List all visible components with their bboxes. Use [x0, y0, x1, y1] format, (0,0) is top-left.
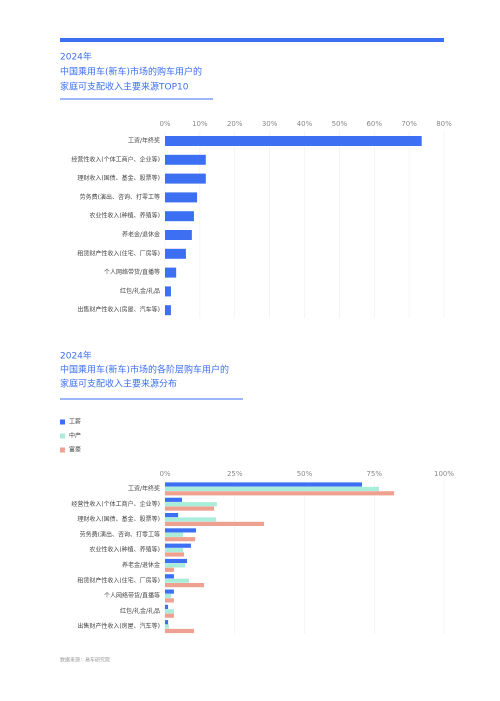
category-label: 劳务费(演出、咨询、打零工等	[80, 193, 160, 201]
category-label: 农业性收入(种植、养殖等)	[89, 546, 160, 554]
bar	[165, 552, 184, 557]
category-label: 工资/年终奖	[128, 137, 160, 145]
x-tick-label: 60%	[366, 120, 382, 128]
bar	[165, 624, 169, 629]
x-tick-label: 70%	[401, 120, 417, 128]
category-label: 经营性收入(个体工商户、企业等)	[71, 155, 160, 163]
category-label: 个人网络带货/直播等	[104, 592, 160, 600]
bar	[165, 230, 192, 240]
bar	[165, 486, 379, 491]
x-tick-label: 0%	[159, 470, 170, 478]
bar	[165, 521, 265, 526]
chart-title: 中国乘用车(新车)市场的购车用户的	[60, 66, 202, 78]
bar	[165, 248, 186, 259]
bar	[165, 502, 217, 507]
bar	[165, 528, 196, 533]
bar	[165, 482, 362, 487]
bar	[165, 211, 194, 222]
top-bar	[60, 38, 444, 42]
bar	[165, 506, 215, 511]
category-label: 理财收入(国债、基金、股票等)	[77, 515, 160, 523]
x-tick-label: 10%	[192, 120, 208, 128]
category-label: 劳务费(演出、咨询、打零工等	[80, 530, 160, 538]
category-label: 农业性收入(种植、养殖等)	[89, 212, 160, 220]
legend-label: 工薪	[69, 418, 81, 426]
bar	[165, 517, 217, 522]
bar	[165, 497, 183, 502]
bar	[165, 192, 198, 203]
category-label: 红包/礼金/礼品	[120, 287, 160, 295]
category-label: 出售财产性收入(房屋、汽车等)	[77, 306, 160, 314]
x-tick-label: 20%	[227, 120, 243, 128]
legend-swatch	[60, 433, 65, 439]
chart-title: 2024年	[60, 350, 92, 362]
bar	[165, 491, 395, 496]
bar	[165, 583, 205, 588]
legend-swatch	[60, 419, 65, 425]
bar	[165, 593, 172, 599]
x-tick-label: 30%	[262, 120, 278, 128]
x-tick-label: 0%	[159, 120, 170, 128]
category-label: 出售财产性收入(房屋、汽车等)	[77, 622, 160, 630]
chart-title: 家庭可支配收入主要来源分布	[60, 378, 177, 390]
bar	[165, 513, 179, 518]
bar	[165, 563, 186, 568]
category-label: 红包/礼金/礼品	[120, 607, 160, 615]
bar	[165, 567, 174, 572]
category-label: 个人网络带货/直播等	[104, 268, 160, 276]
chart-title: 家庭可支配收入主要来源TOP10	[60, 81, 189, 93]
x-tick-label: 50%	[332, 120, 348, 128]
bar	[165, 574, 174, 579]
x-tick-label: 100%	[434, 470, 454, 478]
bar	[165, 609, 174, 614]
category-label: 租赁财产性收入(住宅、厂房等)	[77, 576, 160, 584]
bar	[165, 604, 169, 609]
bar	[165, 537, 196, 542]
bar	[165, 267, 177, 278]
chart-title: 中国乘用车(新车)市场的各阶层购车用户的	[60, 364, 229, 376]
legend-label: 中产	[69, 432, 81, 440]
category-label: 养老金/退休金	[122, 561, 160, 569]
bar	[165, 558, 188, 564]
x-tick-label: 50%	[297, 470, 313, 478]
bar	[165, 305, 171, 316]
bar	[165, 136, 422, 146]
category-label: 工资/年终奖	[128, 485, 160, 493]
chart-title: 2024年	[60, 51, 92, 63]
bar	[165, 578, 189, 583]
bar	[165, 620, 169, 625]
legend-swatch	[60, 447, 65, 453]
bar	[165, 532, 184, 537]
bar	[165, 589, 174, 594]
bar	[165, 286, 171, 297]
source: 数据来源：易车研究院	[60, 657, 110, 664]
x-tick-label: 40%	[297, 120, 313, 128]
category-label: 理财收入(国债、基金、股票等)	[77, 174, 160, 182]
bar	[165, 628, 195, 634]
x-tick-label: 25%	[227, 470, 243, 478]
bar	[165, 598, 174, 603]
bar	[165, 173, 206, 184]
category-label: 经营性收入(个体工商户、企业等)	[71, 500, 160, 508]
legend-label: 富豪	[69, 446, 81, 454]
bar	[165, 548, 184, 553]
bar	[165, 543, 191, 548]
category-label: 租赁财产性收入(住宅、厂房等)	[77, 249, 160, 257]
bar	[165, 613, 174, 618]
x-tick-label: 80%	[436, 120, 452, 128]
bar	[165, 154, 206, 165]
category-label: 养老金/退休金	[122, 231, 160, 239]
x-tick-label: 75%	[366, 470, 382, 478]
